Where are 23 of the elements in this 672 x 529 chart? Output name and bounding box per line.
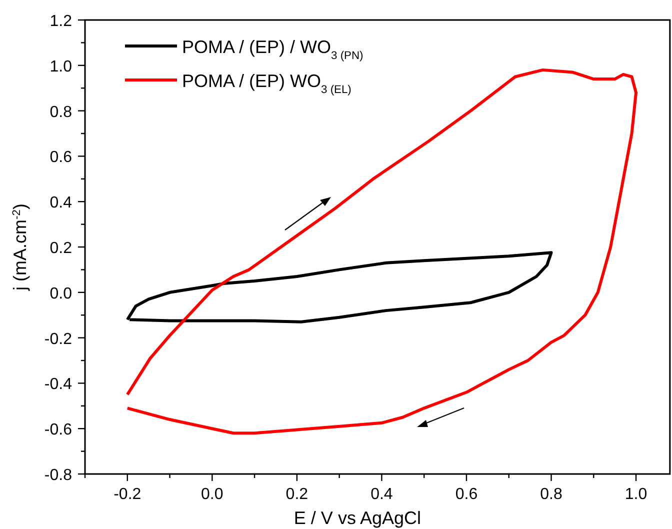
x-tick-label: 0.8 [540, 486, 562, 503]
y-tick-label: -0.8 [44, 467, 72, 484]
x-tick-label: -0.2 [114, 486, 142, 503]
y-tick-label: 0.2 [50, 240, 72, 257]
line-series [126, 68, 638, 435]
y-tick-label: 0.6 [50, 149, 72, 166]
y-tick-label: -0.4 [44, 376, 72, 394]
y-tick-label: -0.2 [44, 330, 72, 348]
y-tick-label: 0.4 [50, 194, 72, 212]
y-tick-label: -0.6 [44, 422, 72, 439]
y-tick-label: 1.0 [50, 58, 72, 76]
legend-label: POMA / (EP) WO$_{3 (EL)}$ [182, 71, 352, 96]
y-tick-label: 0.0 [50, 285, 72, 302]
x-tick-label: 0.6 [455, 486, 478, 503]
x-tick-label: 0.2 [286, 486, 308, 503]
y-tick-label: 0.8 [50, 104, 72, 121]
legend-label: POMA / (EP) / WO$_{3 (PN)}$ [182, 37, 364, 62]
text: 1.0 [624, 486, 648, 503]
y-tick-label: 1.2 [50, 13, 72, 30]
x-tick-label: 0.4 [370, 486, 393, 503]
text: 0.0 [201, 486, 224, 503]
line-series [126, 251, 553, 324]
x-axis-title: E / V vs AgAgCl [294, 508, 421, 528]
